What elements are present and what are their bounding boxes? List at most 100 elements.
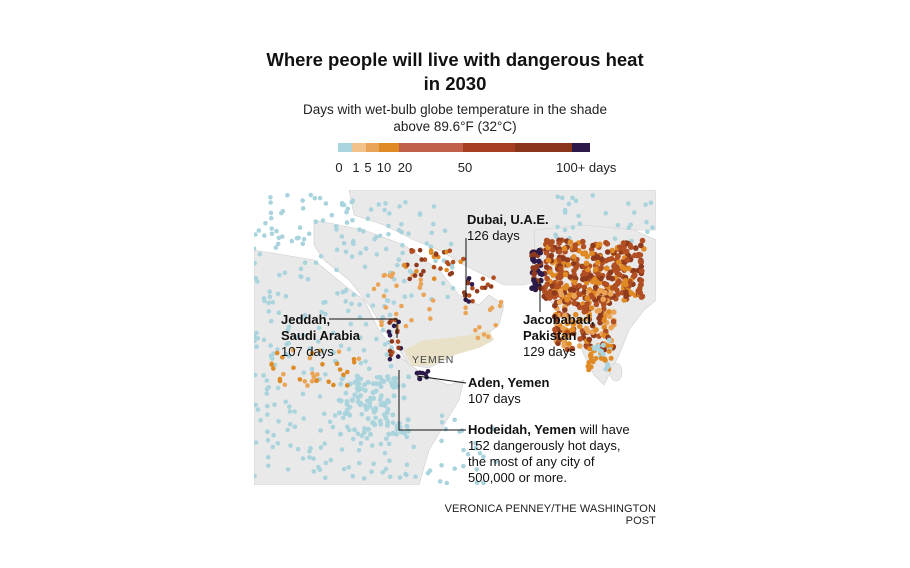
- heat-dot: [352, 427, 358, 433]
- heat-dot: [382, 450, 388, 456]
- heat-dot: [283, 399, 288, 405]
- heat-dot: [498, 299, 504, 305]
- legend-tick-100: 100+ days: [556, 160, 617, 175]
- heat-dot: [300, 206, 306, 211]
- heat-dot: [399, 222, 404, 227]
- heat-dot: [326, 379, 331, 384]
- heat-dot: [382, 207, 387, 213]
- heat-dot: [606, 313, 613, 320]
- heat-dot: [403, 323, 409, 329]
- heat-dot: [441, 258, 447, 263]
- heat-dot: [639, 268, 645, 274]
- heat-dot: [491, 275, 496, 280]
- legend-swatch-10: [379, 143, 399, 152]
- heat-dot: [536, 247, 542, 254]
- heat-dot: [346, 346, 352, 352]
- heat-dot: [584, 295, 590, 301]
- heat-dot: [572, 311, 579, 318]
- heat-dot: [255, 336, 260, 341]
- heat-dot: [297, 225, 303, 230]
- heat-dot: [343, 299, 348, 304]
- heat-dot: [564, 297, 570, 303]
- heat-dot: [359, 412, 365, 417]
- heat-dot: [645, 229, 650, 235]
- heat-dot: [331, 350, 336, 355]
- heat-dots: [254, 192, 655, 485]
- heat-dot: [633, 245, 639, 251]
- heat-dot: [439, 413, 445, 418]
- heat-dot: [566, 341, 572, 347]
- heat-dot: [350, 218, 355, 223]
- heat-dot: [452, 417, 457, 423]
- heat-dot: [638, 263, 645, 270]
- heat-dot: [264, 391, 269, 396]
- heat-dot: [593, 327, 599, 333]
- heat-dot: [632, 272, 638, 279]
- country-label-yemen: YEMEN: [412, 354, 455, 366]
- heat-dot: [603, 211, 609, 216]
- heat-dot: [270, 300, 275, 305]
- heat-dot: [595, 344, 601, 350]
- heat-dot: [431, 276, 437, 281]
- heat-dot: [301, 370, 307, 375]
- heat-dot: [268, 195, 273, 200]
- heat-dot: [254, 246, 257, 251]
- heat-dot: [286, 324, 292, 330]
- heat-dot: [363, 321, 369, 327]
- heat-dot: [473, 441, 478, 446]
- heat-dot: [354, 373, 360, 379]
- heat-dot: [308, 192, 314, 198]
- heat-dot: [601, 324, 608, 330]
- heat-dot: [390, 420, 396, 425]
- heat-dot: [620, 240, 627, 246]
- legend-swatch-100: [572, 143, 590, 152]
- heat-dot: [583, 260, 590, 267]
- heat-dot: [329, 212, 335, 218]
- heat-dot: [592, 284, 599, 291]
- heat-dot: [361, 430, 367, 435]
- heat-dot: [543, 264, 550, 270]
- heat-dot: [551, 313, 558, 320]
- heat-dot: [556, 248, 563, 255]
- heat-dot: [358, 376, 364, 382]
- heat-dot: [254, 473, 257, 479]
- heat-dot: [400, 242, 405, 248]
- heat-dot: [403, 200, 408, 205]
- heat-dot: [579, 276, 586, 282]
- heat-dot: [391, 393, 397, 399]
- heat-dot: [581, 289, 588, 295]
- heat-dot: [561, 341, 567, 348]
- heat-dot: [307, 355, 313, 361]
- heat-dot: [480, 276, 486, 282]
- heat-dot: [387, 312, 393, 318]
- heat-dot: [339, 447, 345, 452]
- heat-dot: [305, 277, 311, 282]
- heat-dot: [616, 278, 622, 285]
- heat-dot: [346, 465, 352, 470]
- heat-dot: [336, 397, 342, 403]
- heat-dot: [254, 344, 259, 349]
- heat-dot: [461, 447, 466, 453]
- heat-dot: [570, 225, 576, 230]
- heat-dot: [623, 289, 629, 295]
- dubai-name: Dubai, U.A.E.: [467, 212, 549, 227]
- heat-dot: [419, 257, 424, 262]
- heat-dot: [549, 283, 556, 290]
- heat-dot: [276, 419, 281, 424]
- heat-dot: [383, 288, 389, 293]
- heat-dot: [369, 469, 374, 475]
- heat-dot: [604, 249, 611, 255]
- heat-dot: [473, 445, 479, 451]
- heat-dot: [560, 195, 565, 201]
- heat-dot: [609, 247, 615, 254]
- heat-dot: [431, 264, 437, 270]
- heat-dot: [387, 458, 392, 464]
- heat-dot: [323, 311, 328, 317]
- heat-dot: [590, 278, 596, 285]
- heat-dot: [428, 250, 434, 255]
- heat-dot: [383, 466, 389, 472]
- heat-dot: [363, 359, 368, 364]
- heat-dot: [274, 350, 280, 356]
- heat-dot: [407, 268, 413, 274]
- heat-dot: [617, 244, 623, 250]
